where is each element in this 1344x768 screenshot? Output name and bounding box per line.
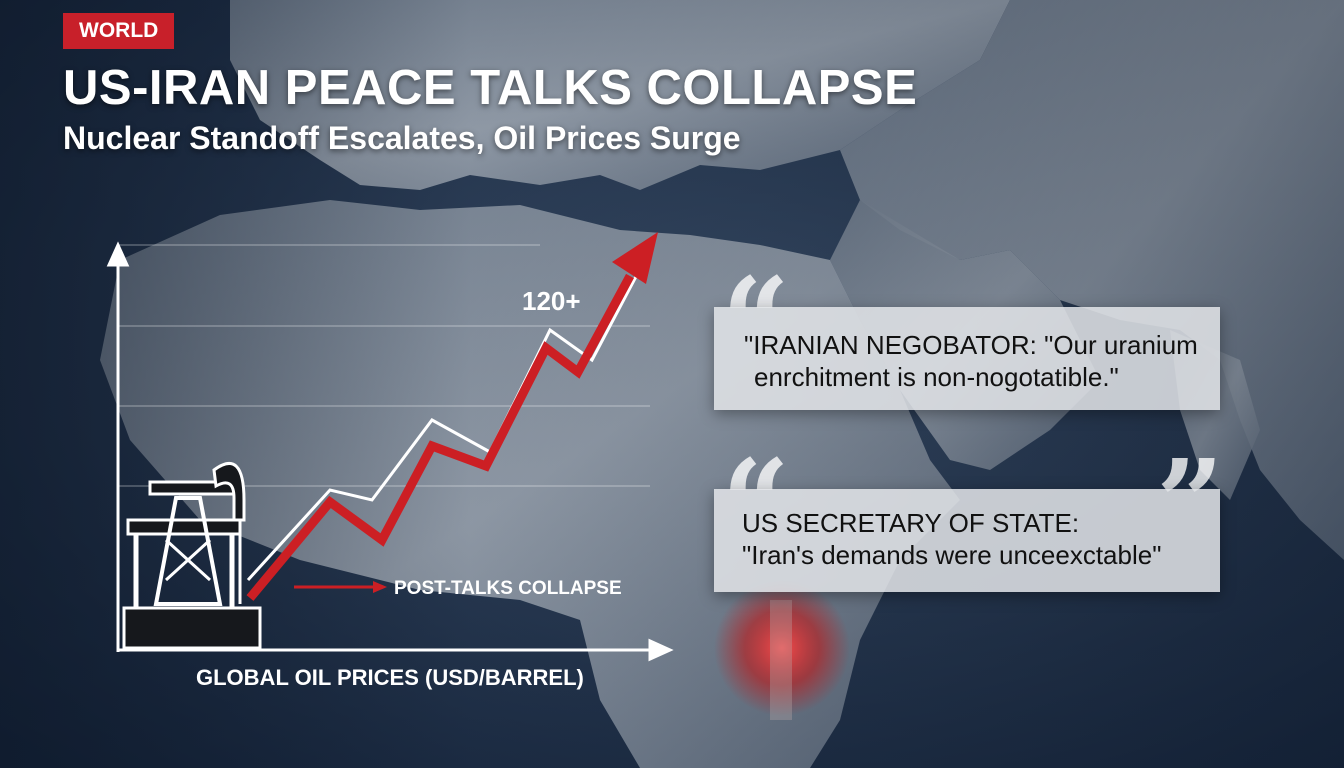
x-axis-label: GLOBAL OIL PRICES (USD/BARREL) [196, 665, 584, 690]
quote-line: US SECRETARY OF STATE: [742, 508, 1080, 538]
price-surge-arrowhead [612, 232, 658, 284]
annotation-arrowhead [373, 581, 387, 593]
price-surge-line [246, 273, 634, 601]
quote-line: "IRANIAN NEGOBATOR: "Our uranium [744, 330, 1198, 360]
headline: US-IRAN PEACE TALKS COLLAPSE [63, 61, 918, 115]
oil-pump-jack-icon [122, 462, 262, 650]
annotation-label: POST-TALKS COLLAPSE [394, 578, 622, 599]
subheadline: Nuclear Standoff Escalates, Oil Prices S… [63, 120, 741, 156]
x-axis-arrow [648, 638, 674, 662]
quote-box-us-secretary: US SECRETARY OF STATE: "Iran's demands w… [714, 489, 1220, 592]
quote-line: enrchitment is non-nogotatible." [754, 362, 1119, 392]
section-tag: WORLD [63, 13, 175, 49]
quote-box-iranian-negotiator: "IRANIAN NEGOBATOR: "Our uranium enrchit… [714, 307, 1220, 410]
peak-label: 120+ [522, 286, 581, 316]
y-axis-arrow [106, 241, 130, 267]
quote-line: "Iran's demands were unceexctable" [742, 540, 1162, 570]
